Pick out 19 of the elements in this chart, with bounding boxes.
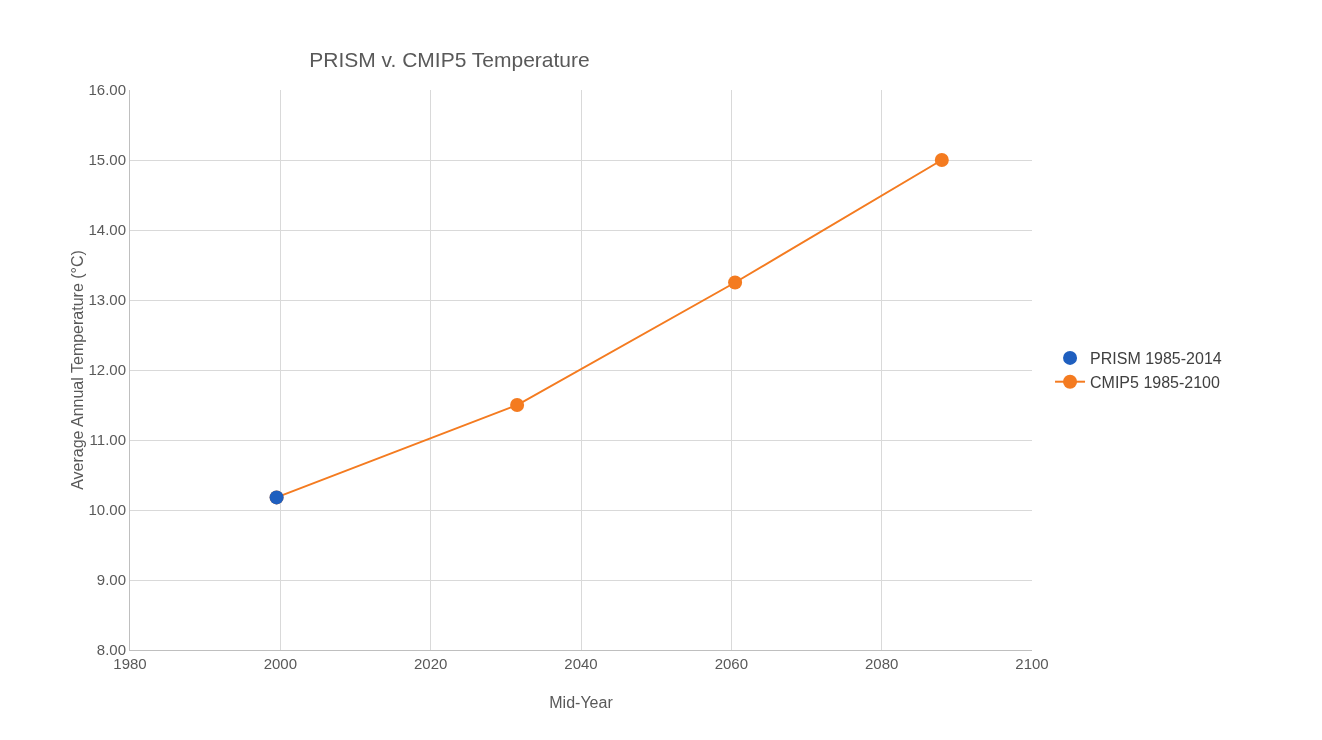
x-tick-label: 2000 (263, 655, 298, 672)
x-tick-label: 2080 (864, 655, 899, 672)
y-axis-title: Average Annual Temperature (°C) (69, 250, 87, 490)
y-tick-label: 9.00 (96, 571, 126, 589)
y-tick-label: 10.00 (88, 501, 126, 519)
y-tick-label: 12.00 (88, 361, 126, 379)
legend-label: PRISM 1985-2014 (1090, 350, 1222, 368)
x-tick-label: 2100 (1015, 655, 1049, 672)
x-tick-label: 2040 (564, 655, 598, 672)
y-tick-label: 11.00 (89, 431, 126, 449)
y-tick-label: 15.00 (88, 151, 126, 169)
legend-label: CMIP5 1985-2100 (1090, 373, 1220, 391)
x-tick-label: 2020 (413, 655, 448, 672)
y-tick-label: 16.00 (88, 81, 126, 99)
y-tick-label: 13.00 (88, 291, 126, 309)
x-tick-label: 2060 (714, 655, 749, 672)
chart-title: PRISM v. CMIP5 Temperature (309, 47, 590, 71)
x-axis-title: Mid-Year (549, 694, 614, 711)
y-tick-label: 14.00 (88, 221, 126, 239)
